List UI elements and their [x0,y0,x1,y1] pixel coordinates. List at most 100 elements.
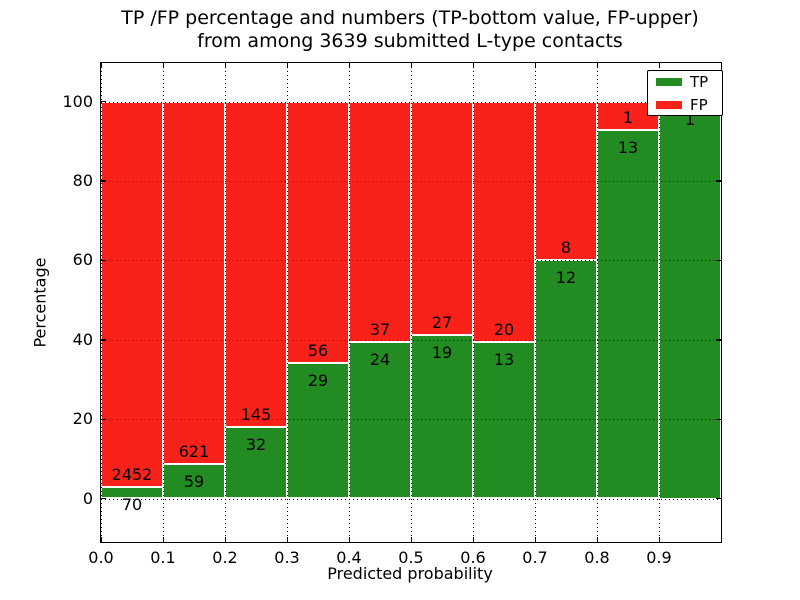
fp-bar-segment [349,101,411,343]
stacked-bar [411,101,473,499]
x-tick-bottom [348,537,350,542]
fp-bar-segment [163,101,225,465]
legend-label-tp: TP [690,72,709,91]
tp-value-label: 19 [431,342,453,362]
tp-bar-segment [225,426,287,499]
fp-value-label: 27 [431,312,453,332]
fp-value-label: 621 [178,442,210,462]
tp-bar-segment [535,260,597,499]
fp-value-label: 2452 [111,465,153,485]
y-tick-left [101,101,106,103]
x-tick-top [100,63,102,68]
stacked-bar [349,101,411,499]
chart-title-line2: from among 3639 submitted L-type contact… [197,30,623,52]
tp-bar-segment [659,101,721,499]
tp-bar-segment [287,363,349,499]
y-tick-left [101,259,106,262]
vertical-gridline [411,63,412,542]
x-tick-top [410,63,412,68]
fp-value-label: 37 [369,320,391,340]
fp-color-swatch [656,100,682,109]
legend: TP FP [647,70,723,116]
x-tick-bottom [100,537,102,542]
x-tick-top [162,63,164,68]
tp-bar-segment [163,464,225,499]
y-tick-right [716,498,721,500]
stacked-bar [659,101,721,499]
y-tick-left [101,180,106,182]
x-tick-top [224,63,226,68]
fp-bar-segment [411,101,473,335]
stacked-bar [473,101,535,499]
stacked-bar [535,101,597,499]
tp-bar-segment [473,342,535,499]
x-tick-top [658,63,660,68]
x-tick-label: 0.2 [212,548,238,567]
y-tick-right [716,339,721,341]
y-tick-right [716,259,721,262]
y-tick-label: 80 [72,170,93,190]
fp-bar-segment [225,101,287,427]
x-tick-label: 0.8 [584,548,610,567]
tp-value-label: 24 [369,350,391,370]
tp-value-label: 1 [684,109,696,129]
y-tick-left [101,418,106,420]
y-tick-label: 20 [72,409,93,429]
stacked-bar [101,101,163,499]
plot-area: 2452 70 621 59 145 32 56 29 37 24 27 19 20 13 8 12 1 13 1 0… [62,62,723,567]
y-tick-right [716,418,721,420]
tp-value-label: 70 [121,495,143,515]
x-tick-label: 0.5 [398,548,424,567]
fp-value-label: 20 [493,320,515,340]
y-tick-label: 40 [72,329,93,349]
x-tick-label: 0.7 [522,548,548,567]
fp-value-label: 56 [307,341,329,361]
y-tick-label: 60 [72,250,93,270]
x-tick-bottom [658,537,660,542]
x-tick-top [472,63,474,68]
fp-bar-segment [287,101,349,364]
fp-value-label: 1 [622,107,634,127]
x-tick-label: 0.4 [336,548,362,567]
legend-item-tp: TP [656,73,722,91]
vertical-gridline [101,63,102,542]
legend-label-fp: FP [690,95,708,114]
fp-bar-segment [101,101,163,488]
x-tick-bottom [596,537,598,542]
x-tick-bottom [224,537,226,542]
tp-value-label: 32 [245,434,267,454]
tp-value-label: 59 [183,472,205,492]
x-axis-label: Predicted probability [327,564,493,583]
fp-value-label: 8 [560,238,572,258]
vertical-gridline [535,63,536,542]
y-tick-label: 0 [82,488,93,508]
x-tick-bottom [286,537,288,542]
y-tick-left [101,498,106,500]
vertical-gridline [473,63,474,542]
tp-bar-segment [597,129,659,499]
x-tick-top [534,63,536,68]
x-tick-top [596,63,598,68]
tp-value-label: 29 [307,371,329,391]
tp-bar-segment [411,334,473,499]
vertical-gridline [163,63,164,542]
vertical-gridline [597,63,598,542]
y-tick-right [716,180,721,182]
x-tick-label: 0.3 [274,548,300,567]
stacked-bar [597,101,659,499]
y-axis-label: Percentage [30,257,50,348]
y-tick-left [101,339,106,341]
tp-value-label: 13 [493,350,515,370]
x-tick-bottom [472,537,474,542]
stacked-bar [163,101,225,499]
tp-value-label: 13 [617,137,639,157]
vertical-gridline [659,63,660,542]
x-tick-label: 0.6 [460,548,486,567]
vertical-gridline [287,63,288,542]
x-tick-top [286,63,288,68]
tp-color-swatch [656,77,682,86]
x-tick-top [348,63,350,68]
chart-title-line1: TP /FP percentage and numbers (TP-bottom… [121,7,699,29]
tp-value-label: 12 [555,268,577,288]
